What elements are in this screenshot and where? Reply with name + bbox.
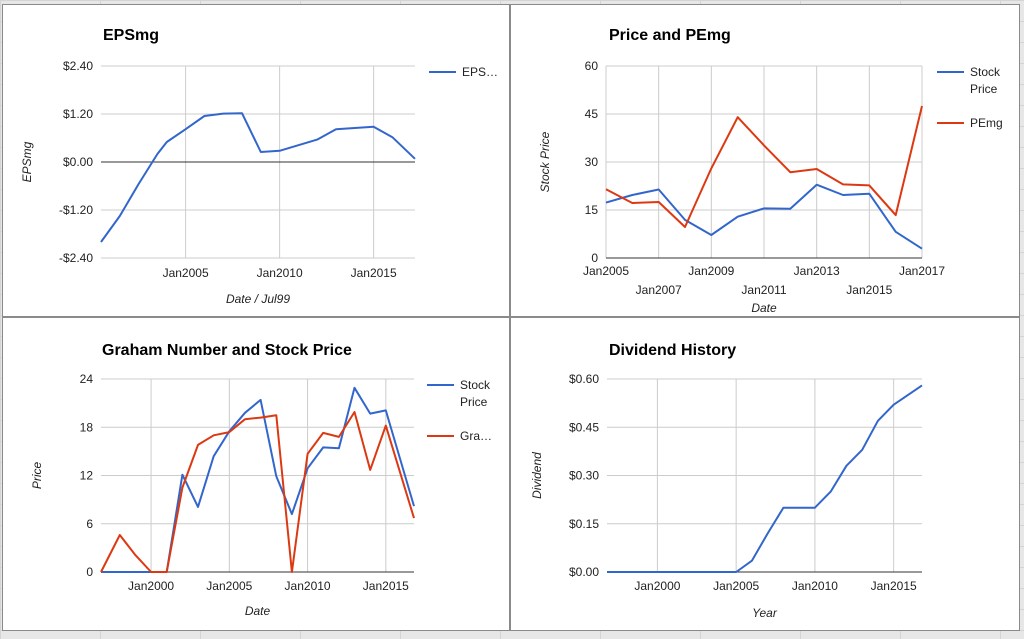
y-tick-label: $0.30 <box>569 469 599 483</box>
series-line-2 <box>605 105 923 228</box>
x-tick-label: Jan2005 <box>163 266 209 280</box>
y-tick-label: $0.60 <box>569 372 599 386</box>
legend-label: Gra… <box>460 429 492 443</box>
y-tick-label: 24 <box>80 372 94 386</box>
x-tick-label: Jan2005 <box>713 579 759 593</box>
y-tick-label: 30 <box>585 155 599 169</box>
y-axis-title: Price <box>30 462 44 490</box>
dividend-chart-panel: Dividend History $0.00 $0.15 $0.30 $0.45 $0.6… <box>510 317 1020 631</box>
y-tick-label: 12 <box>80 469 94 483</box>
price-pe-chart-panel: Price and PEmg 0 15 30 45 60 Jan2005 Jan2007 Jan… <box>510 4 1020 317</box>
x-tick-label: Jan2015 <box>351 266 397 280</box>
y-tick-label: $0.00 <box>63 155 93 169</box>
x-tick-label: Jan2009 <box>688 264 734 278</box>
x-tick-label: Jan2000 <box>634 579 680 593</box>
eps-chart-panel: EPSmg -$2.40 -$1.20 $0.00 $1.20 $2.40 Jan2005 J… <box>2 4 510 317</box>
y-tick-label: $0.00 <box>569 565 599 579</box>
y-tick-label: 0 <box>591 251 598 265</box>
legend-label: Stock Price <box>970 65 1001 96</box>
x-tick-label: Jan2005 <box>206 579 252 593</box>
y-tick-label: -$2.40 <box>59 251 93 265</box>
y-tick-label: $1.20 <box>63 107 93 121</box>
chart-title: Price and PEmg <box>609 27 731 44</box>
x-axis-title: Date <box>245 604 271 618</box>
x-tick-label: Jan2005 <box>583 264 629 278</box>
x-tick-label: Jan2015 <box>363 579 409 593</box>
x-axis-title: Date <box>751 301 777 315</box>
y-tick-label: 18 <box>80 420 94 434</box>
x-tick-label: Jan2010 <box>285 579 331 593</box>
y-axis-title: Stock Price <box>538 131 552 192</box>
x-tick-label: Jan2007 <box>636 283 682 297</box>
x-axis-title: Year <box>752 606 778 620</box>
legend-label: EPS… <box>462 65 498 79</box>
series-line-1 <box>605 183 923 250</box>
y-tick-label: 6 <box>86 517 93 531</box>
series-line-2 <box>100 411 415 573</box>
legend-label: Stock Price <box>460 378 491 409</box>
x-tick-label: Jan2015 <box>846 283 892 297</box>
x-tick-label: Jan2013 <box>794 264 840 278</box>
chart-title: Dividend History <box>609 342 736 359</box>
x-tick-label: Jan2017 <box>899 264 945 278</box>
x-tick-label: Jan2010 <box>257 266 303 280</box>
y-tick-label: 0 <box>86 565 93 579</box>
series-line-1 <box>101 386 415 573</box>
y-tick-label: 45 <box>585 107 599 121</box>
y-tick-label: 15 <box>585 203 599 217</box>
chart-title: Graham Number and Stock Price <box>102 342 352 359</box>
series-line-1 <box>100 112 416 243</box>
x-axis-title: Date / Jul99 <box>226 292 290 306</box>
y-axis-title: Dividend <box>530 452 544 499</box>
y-tick-label: $2.40 <box>63 59 93 73</box>
y-tick-label: 60 <box>585 59 599 73</box>
dividend-chart: Dividend History $0.00 $0.15 $0.30 $0.45 $0.6… <box>530 342 923 620</box>
y-tick-label: $0.45 <box>569 420 599 434</box>
eps-chart: EPSmg -$2.40 -$1.20 $0.00 $1.20 $2.40 Jan2005 J… <box>20 27 498 306</box>
y-tick-label: $0.15 <box>569 517 599 531</box>
series-line-1 <box>607 384 923 573</box>
price-pe-chart: Price and PEmg 0 15 30 45 60 Jan2005 Jan2007 Jan… <box>538 27 1003 315</box>
graham-chart-panel: Graham Number and Stock Price 0 6 12 18 24 Jan… <box>2 317 510 631</box>
chart-title: EPSmg <box>103 27 159 44</box>
legend-label: PEmg <box>970 116 1003 130</box>
x-tick-label: Jan2015 <box>871 579 917 593</box>
x-tick-label: Jan2010 <box>792 579 838 593</box>
graham-chart: Graham Number and Stock Price 0 6 12 18 24 Jan… <box>30 342 492 618</box>
y-axis-title: EPSmg <box>20 141 34 182</box>
x-tick-label: Jan2000 <box>128 579 174 593</box>
x-tick-label: Jan2011 <box>741 283 786 297</box>
y-tick-label: -$1.20 <box>59 203 93 217</box>
